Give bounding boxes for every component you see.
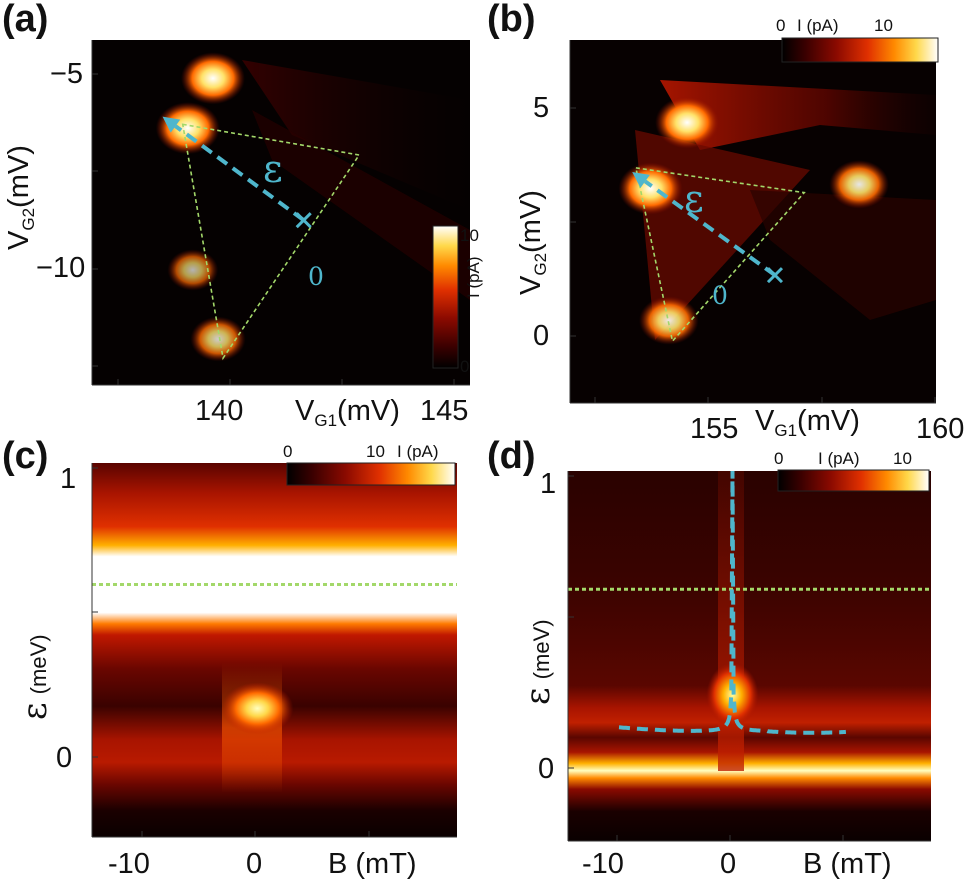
a-hotspot-3 bbox=[190, 316, 246, 362]
panel-a-heatmap bbox=[92, 40, 470, 385]
panel-d-xtick-0: 0 bbox=[720, 848, 737, 880]
panel-a-ytick-minus5: −5 bbox=[50, 58, 84, 90]
panel-a-epsilon-arrow bbox=[174, 124, 305, 222]
panel-d-label: (d) bbox=[487, 435, 536, 477]
panel-a-ytick-minus10: −10 bbox=[36, 252, 86, 284]
panel-b-colorbar-tick-min: 0 bbox=[776, 16, 786, 35]
panel-d-peak bbox=[706, 663, 759, 728]
panel-a-colorbar bbox=[432, 225, 459, 369]
panel-d-ytick-0: 0 bbox=[538, 753, 555, 785]
panel-b-heatmap bbox=[570, 40, 936, 403]
panel-c-colorbar-tick-min: 0 bbox=[283, 442, 293, 461]
panel-a-colorbar-tick-min: 0 bbox=[460, 357, 470, 376]
panel-a-arrowhead bbox=[162, 116, 181, 133]
panel-b-ytick-0: 0 bbox=[533, 320, 550, 352]
panel-b-ylabel: VG2(mV) bbox=[515, 190, 550, 295]
panel-c-ylabel: ε (meV) bbox=[15, 634, 55, 720]
panel-a-origin-marker bbox=[295, 212, 312, 229]
panel-c-xlabel: B (mT) bbox=[328, 848, 417, 880]
panel-b-label: (b) bbox=[487, 0, 536, 40]
panel-c-heatmap bbox=[92, 463, 457, 837]
panel-b-arrowhead bbox=[632, 172, 650, 188]
panel-b-triangle bbox=[634, 166, 806, 343]
panel-a-epsilon-label: ε bbox=[263, 147, 283, 191]
panel-a-triangle bbox=[181, 123, 361, 361]
a-hotspot-0 bbox=[180, 52, 245, 105]
panel-b-axes bbox=[569, 40, 936, 404]
b-hotspot-2 bbox=[829, 160, 889, 209]
panel-b-epsilon-label: ε bbox=[684, 177, 704, 221]
panel-a-upper-band bbox=[242, 60, 470, 210]
panel-b-colorbar-tick-max: 10 bbox=[874, 16, 893, 35]
panel-d-ylabel: ε (meV) bbox=[518, 619, 558, 705]
panel-a-lower-band bbox=[252, 110, 470, 300]
panel-c-peak bbox=[221, 682, 294, 735]
panel-a-label: (a) bbox=[2, 0, 49, 40]
panel-b-upper-band bbox=[660, 80, 936, 150]
panel-b-xtick-160: 160 bbox=[916, 413, 965, 445]
panel-b-colorbar bbox=[781, 37, 939, 63]
panel-d-lorentzian-fit bbox=[618, 470, 847, 735]
a-hotspot-2 bbox=[167, 249, 219, 291]
panel-a-zero-label: 0 bbox=[308, 262, 324, 291]
a-hotspot-1 bbox=[155, 102, 220, 155]
panel-d-colorbar bbox=[777, 469, 930, 492]
panel-d-colorbar-tick-max: 10 bbox=[893, 449, 912, 468]
panel-b-xtick-155: 155 bbox=[690, 413, 739, 445]
panel-d-xtick-minus10: -10 bbox=[582, 848, 624, 880]
panel-c-ytick-0: 0 bbox=[56, 742, 73, 774]
panel-b-origin-marker bbox=[766, 267, 784, 284]
b-hotspot-3 bbox=[639, 296, 699, 345]
panel-b-epsilon-arrow bbox=[644, 179, 777, 277]
panel-d-xlabel: B (mT) bbox=[803, 848, 892, 880]
panel-c-colorbar bbox=[286, 462, 456, 486]
panel-d-colorbar-label: I (pA) bbox=[818, 449, 860, 468]
panel-c-xtick-0: 0 bbox=[246, 848, 263, 880]
panel-c-xtick-minus10: -10 bbox=[108, 848, 150, 880]
panel-b-lower-band bbox=[750, 190, 936, 320]
panel-d-axes bbox=[567, 471, 931, 842]
panel-c-ytick-1: 1 bbox=[60, 463, 77, 495]
panel-b-ytick-5: 5 bbox=[533, 92, 550, 124]
panel-c-colorbar-tick-max: 10 bbox=[366, 442, 385, 461]
panel-d-colorbar-tick-min: 0 bbox=[774, 449, 784, 468]
panel-a-xlabel: VG1(mV) bbox=[295, 395, 400, 430]
panel-a-ylabel: VG2(mV) bbox=[3, 145, 38, 250]
panel-d-ytick-1: 1 bbox=[540, 468, 557, 500]
panel-c-colorbar-label: I (pA) bbox=[397, 442, 439, 461]
panel-a-xtick-140: 140 bbox=[195, 395, 244, 427]
panel-c-axes bbox=[91, 463, 457, 838]
panel-a-axes bbox=[91, 40, 470, 386]
panel-b-zero-label: 0 bbox=[712, 281, 728, 310]
panel-b-colorbar-label: I (pA) bbox=[797, 16, 839, 35]
b-hotspot-0 bbox=[655, 96, 720, 149]
panel-a-colorbar-tick-max: 10 bbox=[460, 226, 479, 245]
panel-b-xlabel: VG1(mV) bbox=[755, 405, 860, 440]
panel-d-heatmap bbox=[568, 470, 931, 841]
panel-a-xtick-145: 145 bbox=[420, 395, 469, 427]
panel-c-label: (c) bbox=[2, 435, 49, 477]
